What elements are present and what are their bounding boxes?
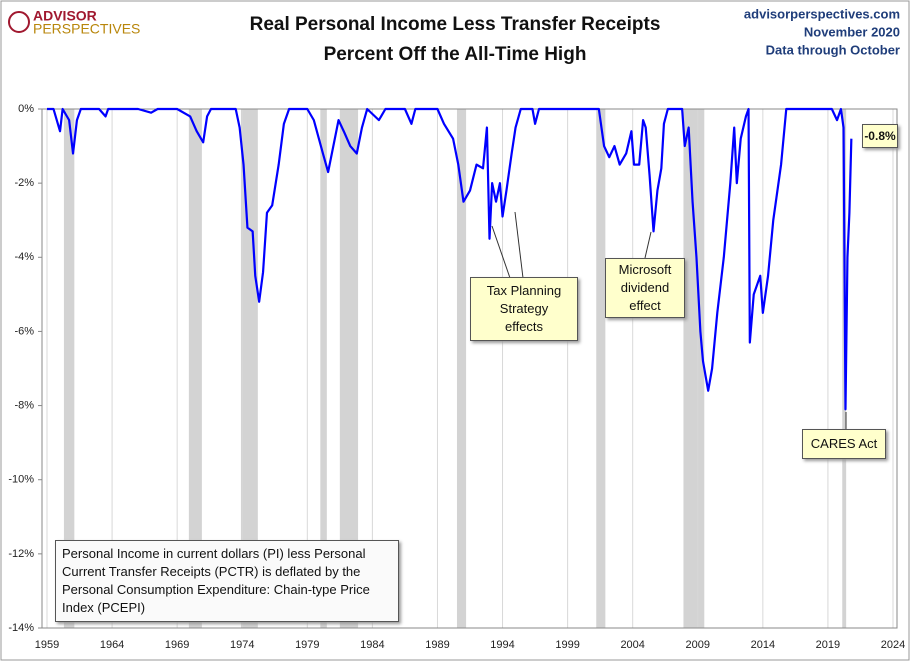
x-tick-label: 2019 xyxy=(816,639,840,651)
recession-band xyxy=(596,109,606,628)
y-tick-label: -2% xyxy=(14,177,34,189)
chart-title: Real Personal Income Less Transfer Recei… xyxy=(250,14,661,35)
source-note: Data through October xyxy=(766,42,900,57)
annotation-text: effect xyxy=(629,298,661,313)
x-tick-label: 1969 xyxy=(165,639,189,651)
y-tick-label: 0% xyxy=(18,103,34,115)
recession-band xyxy=(188,109,202,628)
annotation-text: CARES Act xyxy=(810,436,878,451)
annotation-text: Strategy xyxy=(499,301,549,316)
x-tick-label: 2004 xyxy=(620,639,644,651)
y-tick-label: -4% xyxy=(14,251,34,263)
y-tick-label: -10% xyxy=(8,474,34,486)
plot-border xyxy=(41,108,898,629)
x-tick-label: 1984 xyxy=(360,639,384,651)
leader-line xyxy=(644,231,652,259)
x-tick-label: 1989 xyxy=(425,639,449,651)
y-tick-label: -6% xyxy=(14,325,34,337)
leader-line xyxy=(514,211,524,279)
x-tick-label: 2024 xyxy=(881,639,905,651)
note-text: Personal Income in current dollars (PI) … xyxy=(62,546,370,615)
annotation-microsoft: Microsoft dividend effect xyxy=(605,258,685,318)
x-tick-label: 2009 xyxy=(686,639,710,651)
x-tick-label: 1964 xyxy=(100,639,124,651)
annotation-text: effects xyxy=(504,319,544,334)
annotation-text: Tax Planning xyxy=(486,283,562,298)
y-tick-label: -8% xyxy=(14,399,34,411)
y-tick-label: -12% xyxy=(8,548,34,560)
logo-line1: ADVISOR xyxy=(33,8,97,24)
chart-title: Percent Off the All-Time High xyxy=(324,44,587,65)
x-tick-label: 1994 xyxy=(490,639,514,651)
x-tick-label: 1974 xyxy=(230,639,254,651)
line-series xyxy=(47,107,853,411)
x-tick-label: 1959 xyxy=(35,639,59,651)
recession-band xyxy=(683,109,705,628)
last-value-label: -0.8% xyxy=(862,124,898,148)
source-site: advisorperspectives.com xyxy=(744,6,900,21)
recession-band xyxy=(320,109,327,628)
logo-line2: PERSPECTIVES xyxy=(33,21,140,37)
value-label-text: -0.8% xyxy=(864,129,896,143)
y-tick-label: -14% xyxy=(8,622,34,634)
x-tick-label: 1979 xyxy=(295,639,319,651)
x-tick-label: 2014 xyxy=(751,639,775,651)
annotation-text: Microsoft xyxy=(618,262,672,277)
source-date: November 2020 xyxy=(804,24,900,39)
annotation-text: dividend xyxy=(620,280,670,295)
annotation-cares: CARES Act xyxy=(802,429,886,459)
annotation-tax: Tax Planning Strategy effects xyxy=(470,277,578,341)
x-tick-label: 1999 xyxy=(555,639,579,651)
recession-band xyxy=(63,109,75,628)
recession-band xyxy=(456,109,467,628)
logo-icon xyxy=(8,11,30,33)
leader-line xyxy=(491,225,511,279)
note-box: Personal Income in current dollars (PI) … xyxy=(55,540,399,622)
recession-band xyxy=(339,109,359,628)
